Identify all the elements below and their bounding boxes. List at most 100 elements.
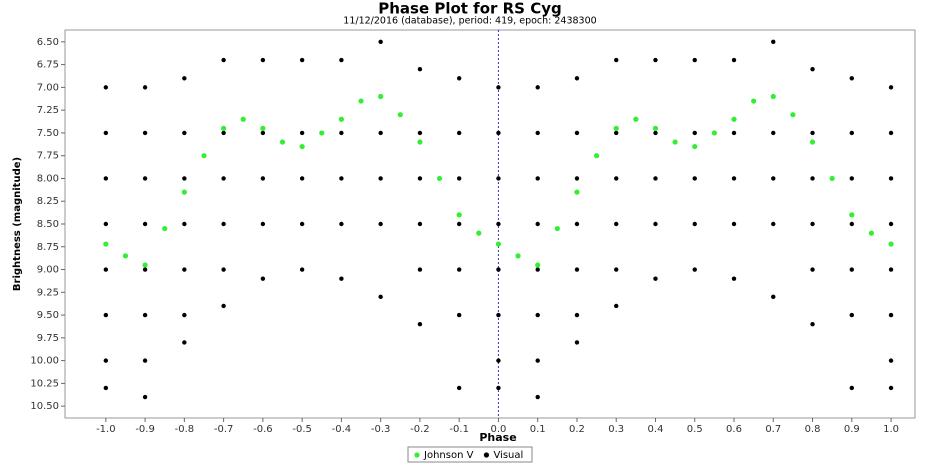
data-point bbox=[456, 76, 462, 81]
x-tick-label: -0.3 bbox=[371, 424, 391, 435]
data-point bbox=[731, 130, 737, 136]
data-point bbox=[339, 176, 344, 181]
data-point bbox=[809, 139, 816, 145]
data-point bbox=[221, 221, 226, 227]
data-point bbox=[142, 312, 148, 318]
y-tick-label: 6.50 bbox=[37, 37, 59, 48]
data-point bbox=[142, 394, 148, 400]
legend-label: Johnson V bbox=[423, 450, 474, 461]
data-point bbox=[731, 276, 737, 281]
data-point bbox=[496, 358, 501, 363]
y-tick-label: 9.25 bbox=[37, 287, 59, 298]
data-point bbox=[771, 39, 776, 45]
data-point bbox=[417, 221, 423, 227]
y-tick-label: 7.50 bbox=[37, 128, 59, 139]
data-point bbox=[103, 85, 109, 90]
data-point bbox=[810, 221, 815, 227]
x-tick-label: 0.1 bbox=[530, 424, 546, 435]
legend-label: Visual bbox=[493, 450, 523, 461]
data-point bbox=[339, 276, 344, 281]
x-tick-label: 0.5 bbox=[687, 424, 703, 435]
data-point bbox=[436, 175, 443, 182]
data-point bbox=[221, 57, 226, 63]
data-point bbox=[574, 130, 580, 136]
x-tick-label: -0.8 bbox=[175, 424, 195, 435]
data-point bbox=[299, 130, 305, 136]
x-tick-label: -0.9 bbox=[135, 424, 155, 435]
data-point bbox=[535, 130, 540, 136]
data-point bbox=[731, 176, 737, 181]
data-point bbox=[142, 221, 148, 227]
data-point bbox=[711, 130, 717, 136]
data-point bbox=[221, 176, 226, 181]
data-point bbox=[103, 130, 109, 136]
data-point bbox=[888, 312, 894, 318]
data-point bbox=[535, 358, 540, 363]
x-tick-label: -0.4 bbox=[332, 424, 352, 435]
data-point bbox=[142, 176, 148, 181]
data-point bbox=[731, 57, 737, 63]
data-point bbox=[417, 139, 423, 145]
data-point bbox=[496, 267, 501, 272]
data-point bbox=[849, 385, 854, 391]
data-point bbox=[221, 303, 226, 309]
data-point bbox=[299, 143, 305, 150]
data-point bbox=[240, 116, 246, 122]
plot-area bbox=[64, 29, 916, 419]
data-point bbox=[181, 189, 187, 195]
data-point bbox=[182, 76, 187, 81]
data-point bbox=[339, 57, 344, 63]
data-point bbox=[574, 189, 580, 195]
data-point bbox=[496, 85, 501, 90]
y-tick-label: 10.50 bbox=[30, 401, 59, 412]
data-point bbox=[849, 221, 854, 227]
data-point bbox=[142, 130, 148, 136]
y-tick-label: 9.75 bbox=[37, 333, 59, 344]
data-point bbox=[535, 85, 540, 90]
data-point bbox=[614, 221, 619, 227]
data-point bbox=[829, 175, 835, 182]
data-point bbox=[810, 130, 815, 136]
data-point bbox=[535, 262, 541, 268]
data-point bbox=[888, 267, 894, 272]
data-point bbox=[790, 112, 796, 118]
data-point bbox=[751, 98, 757, 104]
data-point bbox=[397, 112, 403, 118]
data-point bbox=[358, 98, 364, 104]
data-point bbox=[692, 57, 697, 63]
data-point bbox=[554, 225, 560, 232]
data-point bbox=[849, 267, 854, 272]
data-point bbox=[849, 312, 854, 318]
data-point bbox=[810, 267, 815, 272]
data-point bbox=[593, 153, 600, 159]
data-point bbox=[260, 176, 266, 181]
data-point bbox=[574, 340, 580, 345]
data-point bbox=[653, 176, 658, 181]
data-point bbox=[613, 125, 619, 131]
data-point bbox=[888, 385, 894, 391]
data-point bbox=[182, 176, 187, 181]
data-point bbox=[456, 130, 462, 136]
data-point bbox=[339, 130, 344, 136]
data-point bbox=[319, 130, 325, 136]
data-point bbox=[849, 212, 855, 218]
data-point bbox=[771, 130, 776, 136]
data-point bbox=[417, 176, 423, 181]
data-point bbox=[221, 267, 226, 272]
data-point bbox=[810, 66, 815, 72]
data-point bbox=[810, 176, 815, 181]
legend-box bbox=[407, 446, 533, 463]
data-point bbox=[731, 116, 737, 122]
x-tick-label: -0.2 bbox=[410, 424, 430, 435]
data-point bbox=[614, 176, 619, 181]
data-point bbox=[103, 267, 109, 272]
data-point bbox=[339, 221, 344, 227]
data-point bbox=[574, 176, 580, 181]
data-point bbox=[103, 312, 109, 318]
x-tick-label: -0.6 bbox=[253, 424, 273, 435]
data-point bbox=[456, 385, 462, 391]
y-tick-label: 10.25 bbox=[30, 378, 59, 389]
data-point bbox=[378, 130, 383, 136]
data-point bbox=[456, 312, 462, 318]
data-point bbox=[849, 130, 854, 136]
